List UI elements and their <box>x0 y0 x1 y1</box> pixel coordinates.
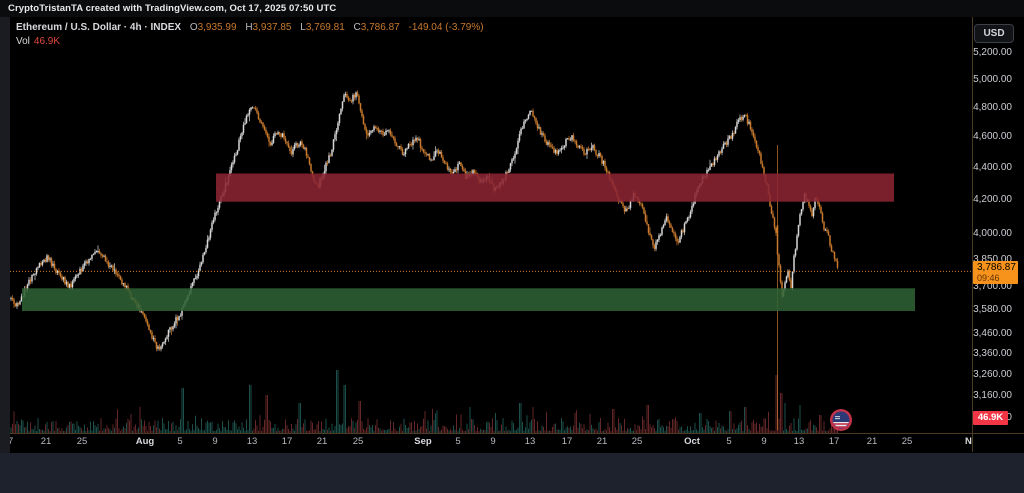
price-tick-label: 4,600.00 <box>973 131 1012 142</box>
low-value: 3,769.81 <box>305 22 345 33</box>
symbol-title[interactable]: Ethereum / U.S. Dollar · 4h · INDEX <box>16 22 182 33</box>
support-zone-rect[interactable] <box>22 288 915 311</box>
close-value: 3,786.87 <box>360 22 400 33</box>
price-tick-label: 5,000.00 <box>973 74 1012 85</box>
open-value: 3,935.99 <box>197 22 237 33</box>
footer-bar: TradingView <box>0 453 1024 493</box>
volume-key: Vol <box>16 36 30 47</box>
currency-toggle-button[interactable]: USD <box>974 24 1014 43</box>
time-tick-label: 13 <box>246 436 258 447</box>
resistance-zone-rect[interactable] <box>216 173 894 202</box>
left-margin-strip <box>0 17 10 453</box>
time-tick-label: Sep <box>414 436 432 447</box>
price-tick-label: 3,850.00 <box>973 254 1012 265</box>
volume-axis-label: 46.9K <box>973 411 1008 425</box>
open-key: O <box>189 22 198 33</box>
time-tick-label: 21 <box>316 436 328 447</box>
time-tick-label: Oct <box>684 436 700 447</box>
price-tick-label: 5,200.00 <box>973 47 1012 58</box>
time-tick-label: 17 <box>828 436 840 447</box>
time-tick-label: 17 <box>10 436 14 447</box>
legend-volume-row: Vol 46.9K <box>16 36 484 48</box>
time-tick-label: 9 <box>761 436 767 447</box>
low-key: L <box>300 22 306 33</box>
last-price-value: 3,786.87 <box>977 262 1016 273</box>
close-key: C <box>353 22 361 33</box>
candle-wicks-down <box>12 90 838 430</box>
time-tick-label: 25 <box>76 436 88 447</box>
time-tick-label: Aug <box>135 436 155 447</box>
chart-plot-background[interactable] <box>10 17 1024 453</box>
time-tick-label: 5 <box>177 436 183 447</box>
time-tick-label: 21 <box>40 436 52 447</box>
price-tick-label: 3,700.00 <box>973 281 1012 292</box>
time-tick-label: 13 <box>524 436 536 447</box>
high-key: H <box>245 22 253 33</box>
legend-ohlc-row: Ethereum / U.S. Dollar · 4h · INDEX O3,9… <box>16 22 484 34</box>
last-price-label: 3,786.87 09:46 <box>973 261 1018 284</box>
price-tick-label: 3,580.00 <box>973 304 1012 315</box>
time-tick-label: 25 <box>352 436 364 447</box>
high-value: 3,937.85 <box>252 22 292 33</box>
time-tick-label: 25 <box>901 436 913 447</box>
price-tick-label: 3,460.00 <box>973 328 1012 339</box>
price-tick-label: 4,800.00 <box>973 102 1012 113</box>
time-tick-label: 9 <box>490 436 496 447</box>
time-tick-label: Nov <box>965 436 972 447</box>
volume-value: 46.9K <box>33 36 61 47</box>
time-tick-label: 25 <box>631 436 643 447</box>
attribution-text: CryptoTristanTA created with TradingView… <box>8 3 337 14</box>
time-tick-label: 21 <box>596 436 608 447</box>
time-tick-label: 9 <box>212 436 218 447</box>
price-tick-label: 3,260.00 <box>973 369 1012 380</box>
volume-bars-down <box>12 375 838 433</box>
price-tick-label: 3,160.00 <box>973 390 1012 401</box>
price-tick-label: 4,000.00 <box>973 228 1012 239</box>
bar-countdown: 09:46 <box>977 273 1000 283</box>
time-tick-label: 17 <box>561 436 573 447</box>
change-value: -149.04 (-3.79%) <box>408 22 484 33</box>
time-tick-label: 5 <box>455 436 461 447</box>
time-tick-label: 17 <box>281 436 293 447</box>
volume-bars-up <box>10 370 826 433</box>
price-tick-label: 3,360.00 <box>973 348 1012 359</box>
price-tick-label: 4,400.00 <box>973 162 1012 173</box>
time-tick-label: 21 <box>866 436 878 447</box>
price-axis[interactable]: 5,200.00 5,000.00 4,800.00 4,600.00 4,400.00… <box>972 17 1024 453</box>
time-axis[interactable]: 17 21 25 Aug 5 9 13 17 21 25 Sep 5 9 13 17 21 25 Oct 5 9 13 1… <box>10 435 972 451</box>
chart-legend: Ethereum / U.S. Dollar · 4h · INDEX O3,9… <box>16 22 484 48</box>
usa-flag-sticker-icon[interactable] <box>829 408 853 432</box>
time-tick-label: 13 <box>793 436 805 447</box>
time-tick-label: 5 <box>726 436 732 447</box>
candle-wicks-up <box>10 91 826 352</box>
price-tick-label: 4,200.00 <box>973 194 1012 205</box>
